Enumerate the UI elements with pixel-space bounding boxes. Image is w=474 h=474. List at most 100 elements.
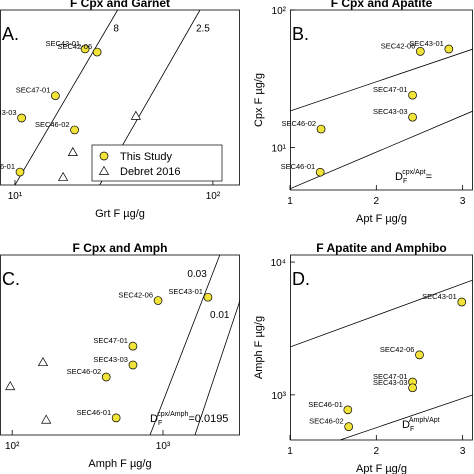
x-axis-label: Amph F µg/g <box>88 458 151 470</box>
chart-title: F Cpx and Apatite <box>331 0 433 10</box>
point-label: SEC47-01 <box>93 336 128 345</box>
annotation: DF Amph/Apt <box>402 417 440 433</box>
circle-point <box>17 113 26 123</box>
points <box>315 44 454 177</box>
annotation-sup: cpx/Apt <box>402 169 425 176</box>
x-tick-label: 10² <box>5 441 20 452</box>
annotation-sub: F <box>403 178 407 185</box>
triangle-point <box>57 171 69 181</box>
point-label: SEC47-01 <box>16 86 51 95</box>
x-tick-label: 3 <box>460 196 466 207</box>
partition-line <box>149 255 221 435</box>
line-label: 0.01 <box>210 310 230 321</box>
circle-point <box>15 167 25 177</box>
circle-point <box>344 422 354 432</box>
x-tick-label: 2 <box>374 196 380 207</box>
point-label: SEC43-01 <box>422 292 457 301</box>
point-label: SEC46-02 <box>35 120 70 129</box>
x-axis-label: Apt F µg/g <box>356 213 407 225</box>
line-label: 8 <box>113 24 119 35</box>
circle-point <box>408 90 417 100</box>
legend-label: This Study <box>120 151 172 163</box>
circle-point <box>415 350 424 360</box>
annotation-sub: F <box>158 420 162 427</box>
chart-title: F Cpx and Amph <box>73 241 168 255</box>
legend-circle <box>99 151 109 161</box>
point-label: SEC47-01 <box>373 85 408 94</box>
panel-label: D. <box>292 269 310 289</box>
circle-point <box>408 112 417 122</box>
circle-point <box>415 47 425 56</box>
circle-point <box>101 372 111 382</box>
point-label: SEC43-01 <box>409 39 444 48</box>
panel: F Cpx and Apatite B. Apt F µg/g Cpx F µg/g 1… <box>253 0 473 225</box>
point-label: SEC43-03 <box>373 378 408 387</box>
y-tick-label: 10⁴ <box>271 258 286 269</box>
points <box>15 44 141 181</box>
line-label: 2.5 <box>196 24 210 35</box>
ref-lines <box>290 48 473 190</box>
circle-point <box>315 167 325 177</box>
annotation-main: D <box>395 171 403 183</box>
annotation: DFcpx/Apt= <box>395 169 432 185</box>
chart-title: F Apatite and Amphibo <box>316 241 446 255</box>
panel: F Cpx and Garnet A. Grt F µg/g 10¹ 10² 8 2.5 SE… <box>0 0 240 220</box>
legend-triangle <box>98 165 110 175</box>
circle-point <box>408 383 417 393</box>
y-tick-label: 10¹ <box>272 143 287 154</box>
panel: F Cpx and Amph C. Amph F µg/g 10² 10³ 0.03 0.0… <box>0 241 240 470</box>
x-tick-label: 10¹ <box>8 191 23 202</box>
x-tick-label: 1 <box>287 446 293 457</box>
panel-label: C. <box>2 269 20 289</box>
legend-label: Debret 2016 <box>120 166 181 178</box>
x-tick-label: 1 <box>287 196 293 207</box>
x-tick-label: 2 <box>374 446 380 457</box>
point-label: SEC43-01 <box>45 39 80 48</box>
chart-title: F Cpx and Garnet <box>70 0 170 10</box>
annotation-rest: = <box>426 171 432 183</box>
point-label: SEC47-01 <box>373 372 408 381</box>
annotation-main: D <box>402 419 410 431</box>
point-label: SEC43-03 <box>373 107 408 116</box>
circle-point <box>203 292 213 302</box>
partition-line <box>14 10 118 185</box>
legend: This Study Debret 2016 <box>91 144 223 182</box>
annotation: DFcpx/Amph=0.0195 <box>150 411 228 427</box>
point-label: SEC42-06 <box>380 345 415 354</box>
legend-box <box>91 144 223 182</box>
y-axis-label: Cpx F µg/g <box>253 73 265 127</box>
triangle-point <box>41 414 52 424</box>
circle-point <box>457 297 467 307</box>
point-label: SEC46-02 <box>281 119 316 128</box>
plot-frame <box>290 254 473 441</box>
annotation-sup: Amph/Apt <box>409 417 440 424</box>
partition-line <box>290 279 473 348</box>
point-label: SEC46-01 <box>0 162 15 171</box>
x-tick-label: 3 <box>460 446 466 457</box>
point-label: SEC43-03 <box>93 355 128 364</box>
panel-label: B. <box>292 24 309 44</box>
triangle-point <box>37 356 49 367</box>
line-label: 0.03 <box>187 269 207 280</box>
point-label: SEC46-01 <box>281 162 316 171</box>
x-axis-label: Apt F µg/g <box>356 463 407 474</box>
ref-lines <box>149 255 240 435</box>
x-tick-label: 10³ <box>156 441 171 452</box>
plot-frame <box>0 9 240 186</box>
annotation-sup: cpx/Amph <box>157 411 188 418</box>
annotation-rest: =0.0195 <box>188 413 228 425</box>
circle-point <box>316 124 326 134</box>
plot-frame <box>0 254 240 436</box>
annotation-sub: F <box>410 426 414 433</box>
circle-point <box>128 341 138 351</box>
y-tick-label: 10² <box>272 6 287 17</box>
partition-line <box>290 48 473 112</box>
points <box>343 297 467 432</box>
x-axis-label: Grt F µg/g <box>95 208 145 220</box>
ref-lines <box>290 279 473 440</box>
point-label: SEC43-03 <box>0 108 17 117</box>
point-label: SEC46-02 <box>309 417 344 426</box>
partition-line <box>290 110 473 190</box>
panel: F Apatite and Amphibo D. Apt F µg/g Amph F … <box>253 241 473 474</box>
